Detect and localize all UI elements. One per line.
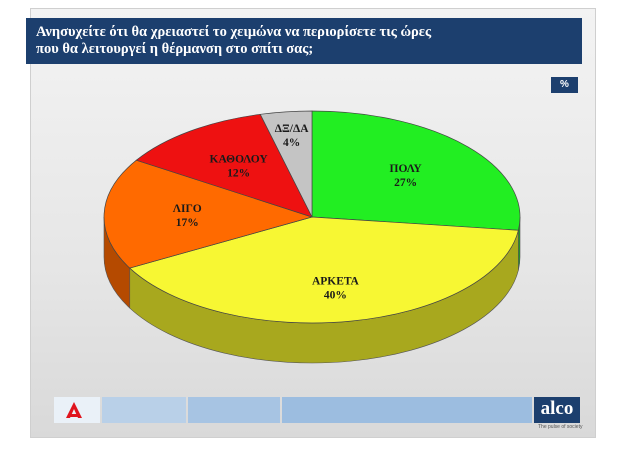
unit-badge: %	[551, 77, 578, 93]
question-title-line-1: Ανησυχείτε ότι θα χρειαστεί το χειμώνα ν…	[36, 24, 432, 40]
pie-label-category-αρκετα: ΑΡΚΕΤΑ	[312, 275, 359, 287]
pie-label-category-καθολου: ΚΑΘΟΛΟΥ	[210, 154, 269, 166]
pie-label-value-καθολου: 12%	[227, 168, 250, 180]
pie-label-category-πολυ: ΠΟΛΥ	[390, 163, 423, 175]
question-title-line-2: που θα λειτουργεί η θέρμανση στο σπίτι σ…	[36, 41, 314, 57]
pie-label-value-λιγο: 17%	[176, 217, 199, 229]
pie-slice-λιγο	[103, 159, 314, 269]
pie-label-value-πολυ: 27%	[394, 177, 417, 189]
pie-slice-καθολου	[135, 113, 313, 218]
pie-labels: ΠΟΛΥ 27% ΑΡΚΕΤΑ 40% ΛΙΓΟ 17% ΚΑΘΟΛΟΥ 12% ΔΞ/ΔΑ 4%	[173, 123, 423, 302]
pie-label-category-δξ-δα: ΔΞ/ΔΑ	[275, 123, 309, 135]
footer-segment-3	[188, 397, 280, 423]
alco-logo: alco	[534, 397, 580, 423]
pie-slice-πολυ	[311, 110, 521, 231]
pie-label-value-αρκετα: 40%	[324, 289, 347, 301]
pie-label-category-λιγο: ΛΙΓΟ	[173, 203, 202, 215]
alpha-tv-logo-icon	[66, 402, 82, 418]
alco-tagline: The pulse of society	[538, 424, 583, 430]
footer-segment-1	[54, 397, 100, 423]
pie-label-value-δξ-δα: 4%	[283, 137, 300, 149]
pie-slice-αρκετα	[129, 216, 519, 324]
pie-top	[103, 110, 521, 324]
footer-bar: alco The pulse of society	[54, 397, 582, 430]
pie-slice-δξ-δα	[259, 110, 313, 218]
question-title: Ανησυχείτε ότι θα χρειαστεί το χειμώνα ν…	[26, 18, 582, 64]
footer-segment-4	[282, 397, 532, 423]
footer-segment-2	[102, 397, 186, 423]
